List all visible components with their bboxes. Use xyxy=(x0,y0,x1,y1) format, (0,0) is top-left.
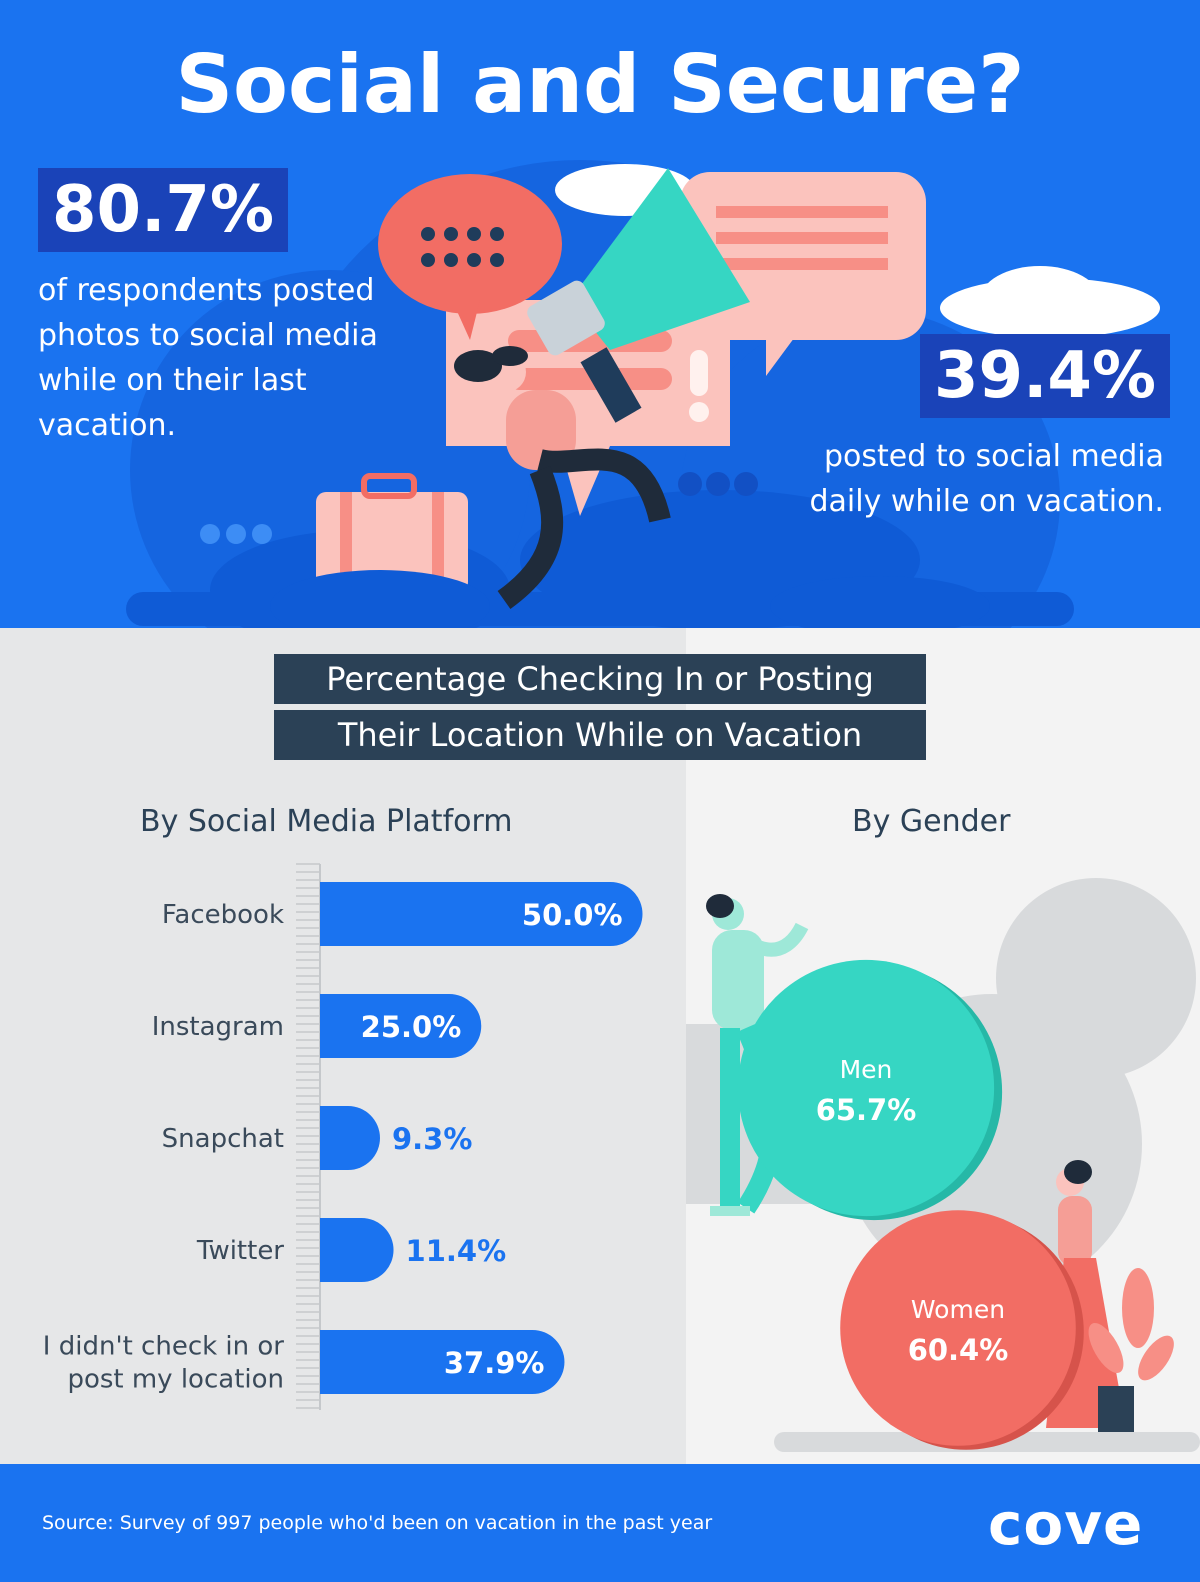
stat-text-daily: posted to social media daily while on va… xyxy=(809,439,1164,519)
bar xyxy=(320,1106,380,1170)
gender-bubble-chart: Men 65.7% Women 60.4% xyxy=(686,878,1200,1452)
bar xyxy=(320,1330,565,1394)
speech-bubble-tail xyxy=(766,330,800,376)
front-cloud xyxy=(270,570,490,628)
bar-value-label: 50.0% xyxy=(522,898,623,932)
bar xyxy=(320,1218,394,1282)
bar xyxy=(320,882,643,946)
bubble-value-label: 60.4% xyxy=(908,1333,1009,1367)
bubble-category-label: Women xyxy=(911,1295,1005,1324)
gender-chart-title: By Gender xyxy=(852,804,1011,839)
bar-value-label: 37.9% xyxy=(444,1346,545,1380)
chart-section: Percentage Checking In or Posting Their … xyxy=(0,628,1200,1464)
white-cloud xyxy=(980,266,1100,334)
bubble-category-label: Men xyxy=(840,1055,893,1084)
cove-logo: cove xyxy=(988,1490,1144,1558)
bar-value-label: 11.4% xyxy=(406,1234,507,1268)
chat-bubble xyxy=(378,174,562,314)
dot xyxy=(678,472,702,496)
exclamation-icon xyxy=(690,350,708,396)
category-label: post my location xyxy=(67,1365,284,1395)
section-title-line-2: Their Location While on Vacation xyxy=(274,710,926,760)
dot xyxy=(226,524,246,544)
bubble xyxy=(737,959,995,1217)
front-cloud xyxy=(770,576,990,628)
bar xyxy=(320,994,482,1058)
bubble-value-label: 65.7% xyxy=(816,1093,917,1127)
category-label: Instagram xyxy=(152,1012,284,1042)
man-body xyxy=(712,930,764,1030)
dot xyxy=(706,472,730,496)
suitcase xyxy=(316,492,468,592)
dot xyxy=(252,524,272,544)
category-label: Twitter xyxy=(196,1236,284,1266)
plant-pot xyxy=(1098,1386,1134,1432)
woman-body xyxy=(1058,1196,1092,1266)
category-label: Snapchat xyxy=(162,1124,284,1154)
category-label: I didn't check in or xyxy=(43,1332,285,1362)
stat-value-photos: 80.7% xyxy=(38,168,289,252)
stat-text-photos: of respondents posted photos to social m… xyxy=(38,273,378,443)
person-body xyxy=(506,390,576,470)
hero-illustration xyxy=(126,160,1160,628)
section-title-line-1: Percentage Checking In or Posting xyxy=(274,654,926,704)
source-note: Source: Survey of 997 people who'd been … xyxy=(42,1512,713,1534)
bar-value-label: 25.0% xyxy=(361,1010,462,1044)
stat-value-daily: 39.4% xyxy=(920,334,1171,418)
dot xyxy=(200,524,220,544)
plant-leaf xyxy=(1138,1335,1174,1381)
bar-value-label: 9.3% xyxy=(392,1122,472,1156)
dot xyxy=(734,472,758,496)
plant-leaf xyxy=(1088,1323,1124,1373)
hero-section: Social and Secure? 80.7% of respondents … xyxy=(0,0,1200,628)
platform-bar-chart: 50.0% Facebook 25.0% Instagram 9.3% Snapchat 1… xyxy=(43,863,643,1410)
bubble xyxy=(840,1210,1076,1446)
category-label: Facebook xyxy=(162,900,284,930)
page-title: Social and Secure? xyxy=(175,38,1025,131)
megaphone-icon xyxy=(570,168,750,350)
bg-circle xyxy=(996,878,1196,1078)
platform-chart-title: By Social Media Platform xyxy=(140,804,513,839)
plant-leaf xyxy=(1122,1268,1154,1348)
footer: Source: Survey of 997 people who'd been … xyxy=(0,1464,1200,1582)
